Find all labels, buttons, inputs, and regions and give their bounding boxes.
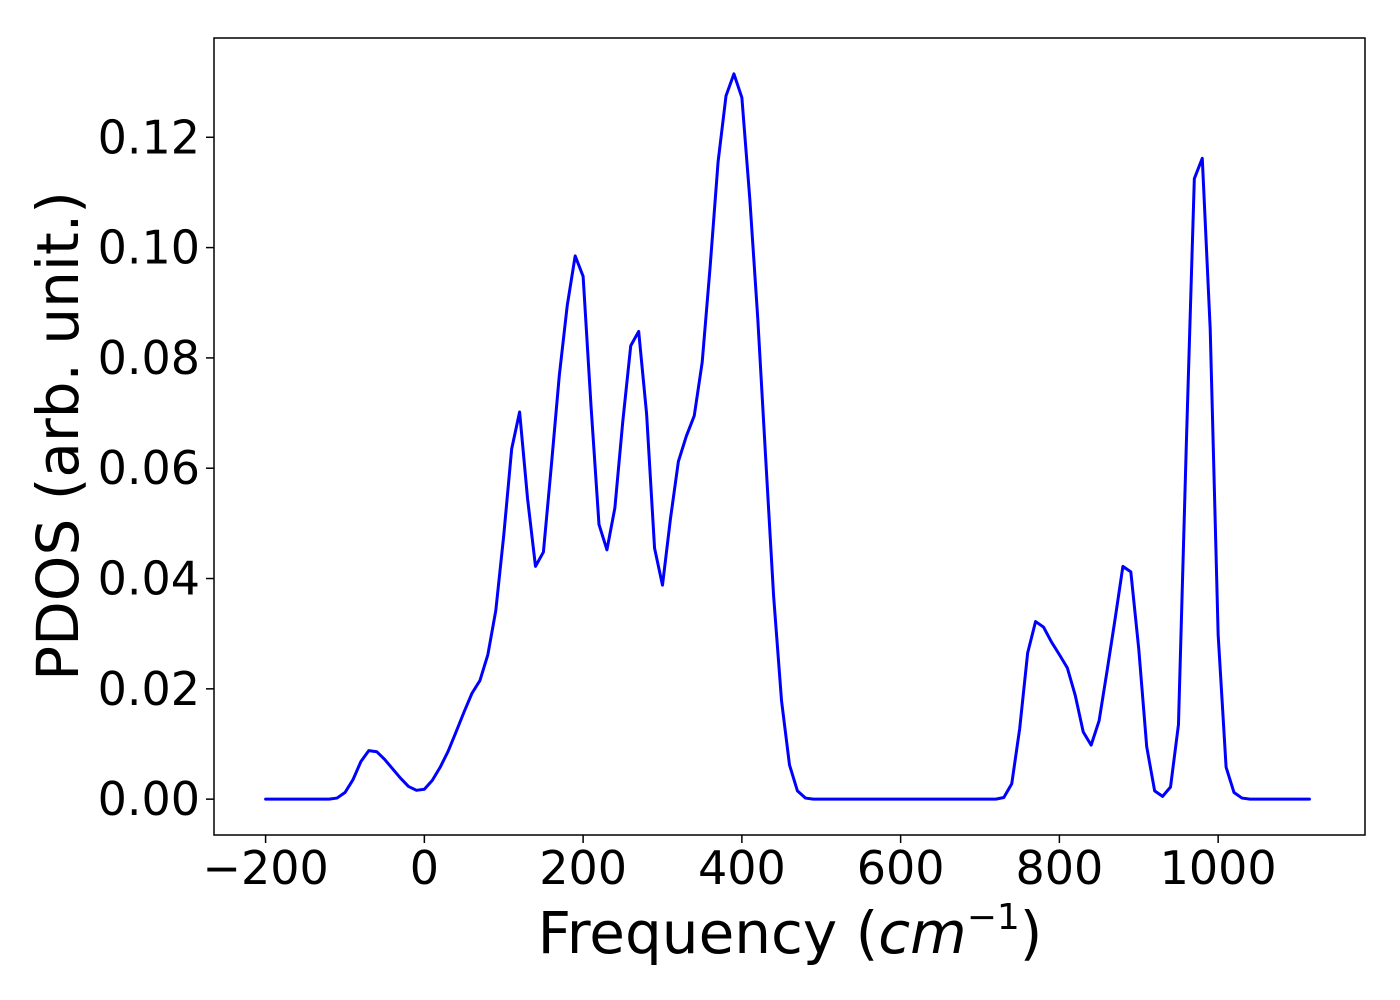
y-tick-label: 0.10: [98, 221, 200, 275]
x-tick-label: 1000: [1160, 841, 1277, 895]
x-axis-label: Frequency (cm−1): [538, 897, 1043, 967]
x-tick-label: 800: [1015, 841, 1103, 895]
y-axis-label: PDOS (arb. unit.): [24, 191, 92, 681]
y-tick-label: 0.08: [98, 331, 200, 385]
y-tick-label: 0.02: [98, 662, 200, 716]
x-tick-label: −200: [202, 841, 328, 895]
x-tick-label: 400: [698, 841, 786, 895]
x-axis-label-suffix: ): [1020, 899, 1043, 967]
pdos-series-line: [264, 72, 1311, 801]
y-tick-label: 0.04: [98, 552, 200, 606]
plot-background: [214, 38, 1365, 835]
x-tick-label: 200: [539, 841, 627, 895]
plot-frame: [213, 37, 1366, 836]
x-axis-label-exponent: −1: [967, 897, 1020, 938]
x-tick-label: 600: [857, 841, 945, 895]
x-axis-label-unit: cm: [878, 899, 966, 967]
x-tick-label: 0: [410, 841, 439, 895]
y-axis-ticks: 0.00 0.02 0.04 0.06 0.08 0.10 0.12: [98, 110, 214, 826]
x-axis-ticks: −200 0 200 400 600 800 1000: [202, 835, 1277, 895]
x-axis-label-prefix: Frequency (: [538, 899, 879, 967]
y-tick-label: 0.00: [98, 772, 200, 826]
y-tick-label: 0.06: [98, 441, 200, 495]
y-tick-label: 0.12: [98, 110, 200, 164]
